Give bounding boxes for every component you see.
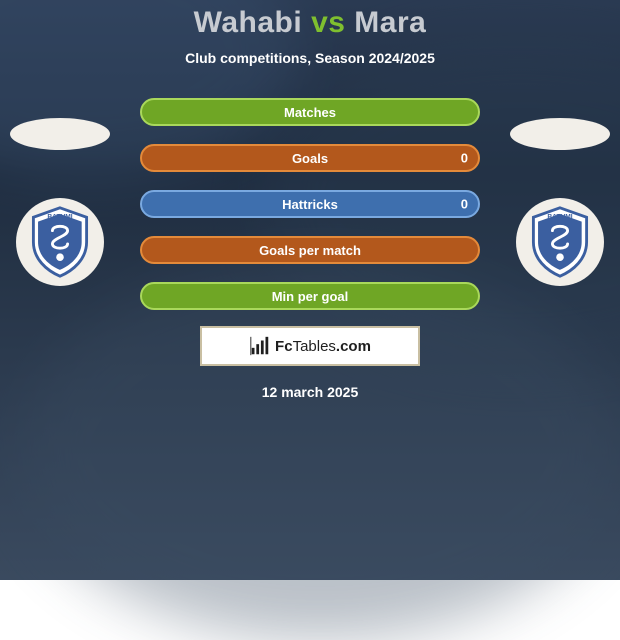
stat-bar: Goals per match [140, 236, 480, 264]
brand-text: FcTables.com [275, 338, 371, 355]
stat-bar-label: Goals [292, 151, 328, 166]
brand-text-tables: Tables [293, 338, 336, 355]
left-player-column: BATUMI [10, 118, 110, 286]
shield-icon: BATUMI [522, 204, 598, 280]
stat-bar: Min per goal [140, 282, 480, 310]
stat-bar-label: Goals per match [259, 243, 361, 258]
stat-bar-value-right: 0 [461, 197, 468, 212]
brand-text-suffix: .com [336, 338, 371, 355]
page-title: Wahabi vs Mara [0, 6, 620, 40]
right-player-column: BATUMI [510, 118, 610, 286]
title-vs: vs [311, 6, 345, 39]
date-text: 12 march 2025 [0, 384, 620, 400]
stat-bar-value-right: 0 [461, 151, 468, 166]
svg-text:BATUMI: BATUMI [47, 213, 72, 220]
title-player-right: Mara [354, 6, 426, 39]
club-badge-right: BATUMI [516, 198, 604, 286]
stat-bar: Hattricks 0 [140, 190, 480, 218]
stat-bars-container: Matches Goals 0 Hattricks 0 Goals per match Mi… [140, 98, 480, 310]
player-photo-placeholder-left [10, 118, 110, 150]
brand-text-fc: Fc [275, 338, 293, 355]
stat-bar-label: Min per goal [272, 289, 349, 304]
brand-box: FcTables.com [200, 326, 420, 366]
stat-bar: Goals 0 [140, 144, 480, 172]
subtitle: Club competitions, Season 2024/2025 [0, 50, 620, 66]
title-player-left: Wahabi [194, 6, 303, 39]
stat-bar-label: Matches [284, 105, 336, 120]
player-photo-placeholder-right [510, 118, 610, 150]
stat-bar-label: Hattricks [282, 197, 338, 212]
club-badge-left: BATUMI [16, 198, 104, 286]
shield-icon: BATUMI [22, 204, 98, 280]
stat-bar: Matches [140, 98, 480, 126]
bar-chart-icon [249, 335, 271, 357]
content-root: Wahabi vs Mara Club competitions, Season… [0, 0, 620, 580]
svg-text:BATUMI: BATUMI [547, 213, 572, 220]
